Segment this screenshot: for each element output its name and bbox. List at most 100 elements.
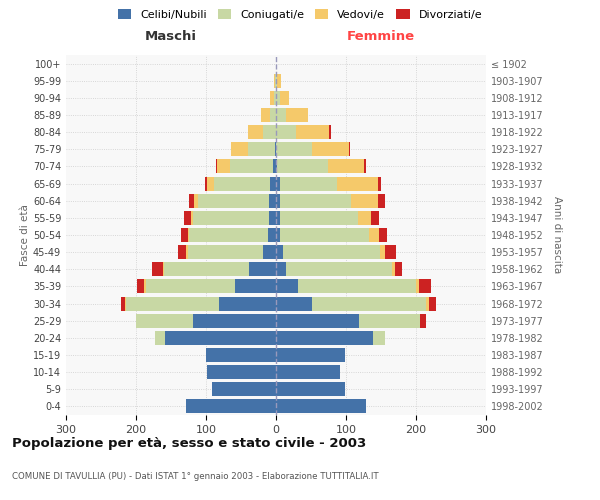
Bar (416, 280, 419, 293)
Bar (271, 108, 276, 122)
Bar (188, 228, 189, 242)
Bar (277, 160, 328, 173)
Bar (275, 142, 276, 156)
Bar (216, 160, 217, 173)
Bar (145, 280, 146, 293)
Bar (276, 382, 344, 396)
Bar (193, 211, 269, 225)
Bar (276, 245, 283, 259)
Bar (328, 160, 364, 173)
Bar (280, 228, 369, 242)
Bar (283, 245, 380, 259)
Bar (218, 296, 276, 310)
Bar (260, 108, 271, 122)
Bar (313, 142, 349, 156)
Text: Maschi: Maschi (145, 30, 197, 43)
Bar (189, 228, 268, 242)
Text: Femmine: Femmine (347, 30, 415, 43)
Bar (276, 108, 286, 122)
Bar (276, 211, 280, 225)
Bar (155, 331, 166, 345)
Text: COMUNE DI TAVULLIA (PU) - Dati ISTAT 1° gennaio 2003 - Elaborazione TUTTITALIA.I: COMUNE DI TAVULLIA (PU) - Dati ISTAT 1° … (12, 472, 379, 481)
Bar (187, 400, 276, 413)
Bar (276, 314, 359, 328)
Bar (277, 74, 281, 88)
Bar (269, 194, 276, 207)
Bar (217, 160, 230, 173)
Bar (371, 211, 379, 225)
Bar (298, 280, 416, 293)
Bar (358, 211, 371, 225)
Bar (248, 142, 275, 156)
Bar (276, 194, 280, 207)
Bar (395, 262, 402, 276)
Bar (276, 365, 340, 379)
Bar (188, 245, 263, 259)
Bar (373, 331, 385, 345)
Bar (276, 280, 298, 293)
Bar (125, 296, 126, 310)
Bar (276, 74, 277, 88)
Bar (426, 296, 428, 310)
Bar (248, 125, 263, 139)
Bar (164, 262, 250, 276)
Bar (276, 160, 277, 173)
Bar (163, 262, 164, 276)
Bar (274, 74, 275, 88)
Bar (235, 280, 276, 293)
Bar (273, 160, 276, 173)
Bar (214, 176, 271, 190)
Bar (276, 331, 373, 345)
Bar (280, 194, 351, 207)
Bar (276, 125, 296, 139)
Bar (276, 296, 313, 310)
Bar (166, 331, 276, 345)
Bar (420, 314, 426, 328)
Bar (136, 314, 193, 328)
Text: Popolazione per età, sesso e stato civile - 2003: Popolazione per età, sesso e stato civil… (12, 438, 366, 450)
Bar (428, 296, 436, 310)
Bar (206, 348, 276, 362)
Bar (419, 280, 431, 293)
Bar (337, 176, 377, 190)
Legend: Celibi/Nubili, Coniugati/e, Vedovi/e, Divorziati/e: Celibi/Nubili, Coniugati/e, Vedovi/e, Di… (115, 6, 485, 23)
Bar (187, 245, 188, 259)
Bar (364, 160, 365, 173)
Bar (379, 228, 388, 242)
Bar (126, 296, 218, 310)
Bar (268, 228, 276, 242)
Bar (377, 194, 385, 207)
Y-axis label: Anni di nascita: Anni di nascita (552, 196, 562, 274)
Bar (263, 125, 276, 139)
Bar (137, 280, 145, 293)
Bar (197, 194, 269, 207)
Bar (230, 160, 273, 173)
Bar (329, 125, 331, 139)
Bar (385, 245, 396, 259)
Bar (276, 228, 280, 242)
Bar (152, 262, 163, 276)
Bar (286, 262, 392, 276)
Bar (369, 228, 379, 242)
Bar (276, 91, 280, 105)
Bar (184, 211, 191, 225)
Bar (359, 314, 420, 328)
Bar (208, 365, 276, 379)
Bar (286, 108, 308, 122)
Bar (276, 348, 344, 362)
Bar (208, 176, 214, 190)
Bar (349, 142, 350, 156)
Bar (351, 194, 377, 207)
Bar (191, 211, 193, 225)
Bar (263, 245, 276, 259)
Bar (280, 91, 289, 105)
Bar (181, 228, 188, 242)
Y-axis label: Fasce di età: Fasce di età (20, 204, 30, 266)
Bar (146, 280, 235, 293)
Bar (276, 176, 280, 190)
Bar (280, 176, 337, 190)
Bar (296, 125, 329, 139)
Bar (250, 262, 276, 276)
Bar (280, 211, 358, 225)
Bar (275, 74, 276, 88)
